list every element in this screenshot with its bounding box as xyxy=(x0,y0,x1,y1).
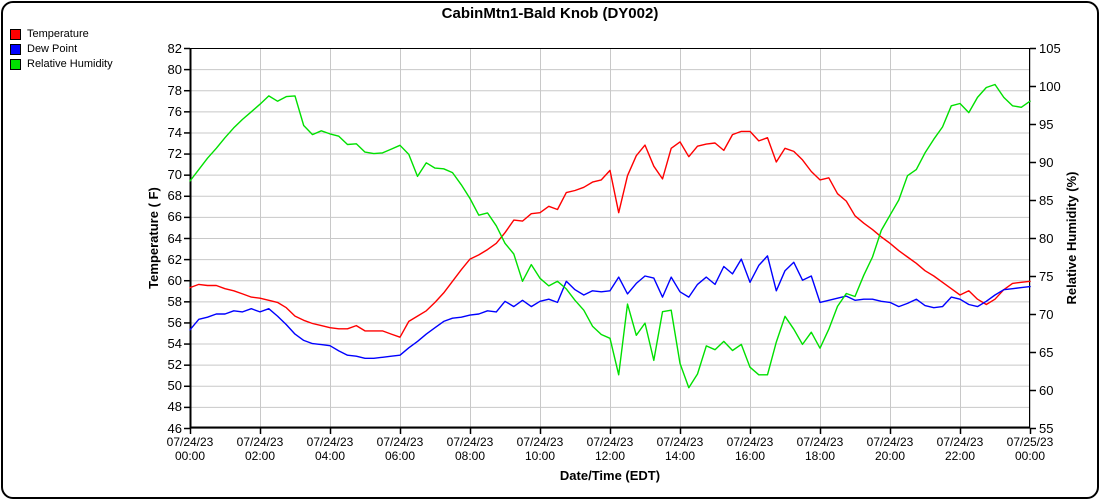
y-left-tick-label: 70 xyxy=(167,167,182,183)
x-tick-time-label: 00:00 xyxy=(1014,449,1046,463)
y-left-tick-label: 62 xyxy=(167,251,182,267)
y-left-tick-label: 52 xyxy=(167,357,182,373)
x-tick-date-label: 07/24/23 xyxy=(446,435,494,449)
legend-label: Relative Humidity xyxy=(27,58,113,70)
y-left-tick-label: 68 xyxy=(167,188,182,204)
legend-label: Temperature xyxy=(27,28,89,40)
y-left-tick-label: 46 xyxy=(167,420,182,436)
x-axis-title: Date/Time (EDT) xyxy=(559,468,661,483)
x-tick-date-label: 07/24/23 xyxy=(866,435,914,449)
y-right-tick-label: 80 xyxy=(1039,230,1054,246)
y-left-tick-label: 50 xyxy=(167,378,182,394)
y-right-tick-label: 95 xyxy=(1039,116,1054,132)
y-left-tick-label: 60 xyxy=(167,272,182,288)
x-tick-time-label: 18:00 xyxy=(804,449,836,463)
x-tick-date-label: 07/24/23 xyxy=(376,435,424,449)
x-tick-time-label: 22:00 xyxy=(944,449,976,463)
y-left-tick-label: 56 xyxy=(167,314,182,330)
y-right-tick-label: 90 xyxy=(1039,154,1054,170)
x-tick-time-label: 20:00 xyxy=(874,449,906,463)
y-left-tick-label: 76 xyxy=(167,103,182,119)
relative-humidity-swatch-icon xyxy=(10,59,21,70)
x-tick-date-label: 07/24/23 xyxy=(306,435,354,449)
y-left-tick-label: 80 xyxy=(167,61,182,77)
plot-area xyxy=(184,47,1036,434)
legend-item-relative-humidity: Relative Humidity xyxy=(10,57,113,72)
x-tick-time-label: 16:00 xyxy=(734,449,766,463)
legend: Temperature Dew Point Relative Humidity xyxy=(10,27,113,72)
y-left-tick-label: 54 xyxy=(167,336,182,352)
x-tick-time-label: 04:00 xyxy=(314,449,346,463)
x-tick-time-label: 08:00 xyxy=(454,449,486,463)
y-right-tick-label: 60 xyxy=(1039,382,1054,398)
dew-point-swatch-icon xyxy=(10,44,21,55)
y-left-tick-label: 58 xyxy=(167,293,182,309)
x-tick-time-label: 12:00 xyxy=(594,449,626,463)
x-tick-time-label: 10:00 xyxy=(524,449,556,463)
y-right-tick-label: 75 xyxy=(1039,268,1054,284)
x-tick-time-label: 02:00 xyxy=(244,449,276,463)
y-left-tick-label: 72 xyxy=(167,146,182,162)
series-line-relative-humidity xyxy=(189,83,1031,389)
y-right-tick-label: 70 xyxy=(1039,306,1054,322)
y-left-tick-label: 78 xyxy=(167,82,182,98)
x-tick-date-label: 07/24/23 xyxy=(726,435,774,449)
legend-item-dew-point: Dew Point xyxy=(10,42,113,57)
x-tick-time-label: 14:00 xyxy=(664,449,696,463)
x-tick-date-label: 07/24/23 xyxy=(656,435,704,449)
y-left-tick-label: 66 xyxy=(167,209,182,225)
y-left-tick-label: 82 xyxy=(167,40,182,56)
x-tick-date-label: 07/24/23 xyxy=(166,435,214,449)
temperature-swatch-icon xyxy=(10,29,21,40)
y-right-tick-label: 85 xyxy=(1039,192,1054,208)
y-left-tick-label: 64 xyxy=(167,230,182,246)
y-right-tick-label: 65 xyxy=(1039,344,1054,360)
legend-item-temperature: Temperature xyxy=(10,27,113,42)
x-tick-date-label: 07/24/23 xyxy=(796,435,844,449)
x-tick-time-label: 00:00 xyxy=(174,449,206,463)
y-right-tick-label: 105 xyxy=(1039,40,1061,56)
x-tick-date-label: 07/25/23 xyxy=(1006,435,1054,449)
y-left-tick-label: 48 xyxy=(167,399,182,415)
series-line-temperature xyxy=(189,130,1031,338)
x-tick-date-label: 07/24/23 xyxy=(516,435,564,449)
chart-title: CabinMtn1-Bald Knob (DY002) xyxy=(441,5,659,22)
x-tick-date-label: 07/24/23 xyxy=(936,435,984,449)
series-line-dew-point xyxy=(189,255,1031,359)
x-tick-date-label: 07/24/23 xyxy=(236,435,284,449)
y-right-tick-label: 100 xyxy=(1039,78,1061,94)
y-right-tick-label: 55 xyxy=(1039,420,1054,436)
legend-label: Dew Point xyxy=(27,43,78,55)
x-tick-time-label: 06:00 xyxy=(384,449,416,463)
x-tick-date-label: 07/24/23 xyxy=(586,435,634,449)
y-left-tick-label: 74 xyxy=(167,124,182,140)
